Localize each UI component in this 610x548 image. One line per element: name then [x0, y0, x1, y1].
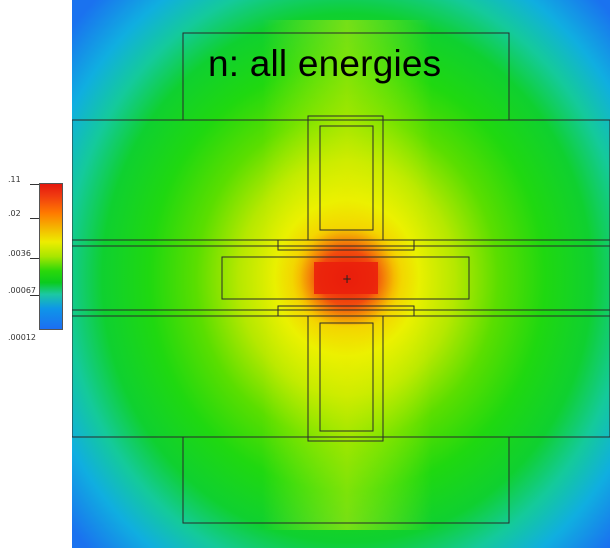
flux-heatmap: +	[72, 0, 610, 548]
colorbar-gradient	[39, 183, 63, 330]
colorbar-tick-mark	[30, 258, 39, 259]
heatmap-svg: +	[72, 0, 610, 548]
geometry-central-box	[221, 256, 470, 300]
source-marker: +	[342, 272, 352, 286]
colorbar-tick-label: .0036	[8, 249, 31, 258]
geometry-outline	[72, 32, 610, 524]
geometry-upper-plate	[277, 239, 415, 251]
colorbar-tick-mark	[30, 184, 39, 185]
colorbar-tick-label: .11	[8, 175, 21, 184]
colorbar-tick-label: .00012	[8, 333, 36, 342]
colorbar-tick-mark	[30, 218, 39, 219]
figure-title: n: all energies	[208, 43, 442, 84]
colorbar-tick-mark	[30, 295, 39, 296]
geometry-upper-leg-inner	[319, 125, 374, 231]
geometry-lower-plate	[277, 305, 415, 317]
colorbar-tick-label: .00067	[8, 286, 36, 295]
colorbar-tick-label: .02	[8, 209, 21, 218]
flux-core-center	[314, 262, 378, 294]
geometry-slab	[72, 119, 610, 438]
geometry-lower-leg-inner	[319, 322, 374, 432]
